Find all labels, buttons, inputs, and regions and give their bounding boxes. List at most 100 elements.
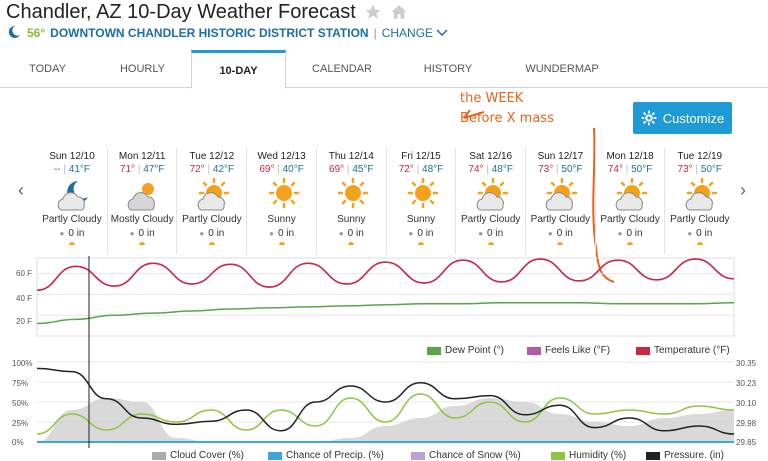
temperature-swatch [636,346,650,355]
legend-pressure-label: Pressure. (in) [664,450,725,461]
sunrise-marker-icon [627,242,634,245]
sunrise-marker-icon [69,242,75,245]
day-name: Sun 12/17 [537,151,584,162]
condition-label: Sunny [337,214,366,225]
condition-label: Partly Cloudy [670,214,730,225]
partly-cloudy-icon [476,177,508,211]
tab-hourly[interactable]: HOURLY [119,63,166,75]
change-station-link[interactable]: CHANGE [382,26,449,40]
tab-history[interactable]: HISTORY [423,63,473,75]
tab-wundermap[interactable]: WUNDERMAP [525,63,599,75]
precip-value: 0 in [626,228,643,239]
prev-days-arrow[interactable]: ‹ [18,180,24,200]
sunrise-marker-icon [696,242,703,245]
low-temp: 50°F [561,164,583,175]
temp-y-axis-label-40: 40 F [16,294,32,303]
tab-today[interactable]: TODAY [29,63,66,75]
precip-amount: ● 0 in [387,228,456,239]
partly-cloudy-night-icon [57,181,88,211]
temp-separator: | [483,164,492,175]
temperature-chart: 60 F 40 F 20 F [16,256,735,368]
precip-amount: ● 0 in [526,228,595,239]
next-days-arrow[interactable]: › [740,180,746,200]
tab-calendar[interactable]: CALENDAR [312,63,372,75]
customize-button[interactable]: Customize [633,102,732,134]
legend-precip[interactable]: Chance of Precip. (%) [268,450,384,461]
precip-value: 0 in [696,228,713,239]
station-name[interactable]: DOWNTOWN CHANDLER HISTORIC DISTRICT STAT… [50,26,369,40]
low-temp: 42°F [212,164,235,175]
pressure-line [36,367,735,435]
day-column[interactable]: Sun 12/17 73° | 50°F Partly Cloudy ● 0 in [524,148,595,254]
annotation-line1: the WEEK [460,91,524,106]
raindrop-icon: ● [199,229,205,238]
temp-y-axis-label-20: 20 F [16,317,32,326]
day-column[interactable]: Tue 12/19 73° | 50°F Partly Cloudy ● 0 in [664,148,734,254]
temp-separator: | [344,164,353,175]
svg-text:20 F: 20 F [16,317,32,326]
home-icon[interactable] [390,3,408,21]
precip-value: 0 in [487,228,504,239]
snow-swatch [411,451,425,460]
svg-text:60 F: 60 F [16,269,32,278]
moon-icon [6,25,22,42]
legend-temperature[interactable]: Temperature (°F) [636,345,730,356]
temp-separator: | [413,164,423,175]
sunny-icon [407,177,439,209]
day-name: Sat 12/16 [469,151,513,162]
precip-value: 0 in [68,228,85,239]
partly-cloudy-icon [615,177,648,211]
high-temp: 69° [259,164,275,175]
raindrop-icon: ● [478,229,484,238]
condition-label: Mostly Cloudy [110,214,174,225]
legend-pressure[interactable]: Pressure. (in) [646,450,724,461]
precip-value: 0 in [208,228,225,239]
percent-chart: 100% 75% 50% 25% 0% 30.35 30.23 30.10 29… [12,356,757,448]
precip-amount: ● 0 in [37,228,107,239]
sunny-icon [268,177,299,209]
tab-10-day[interactable]: 10-DAY [191,50,286,89]
raindrop-icon: ● [59,229,65,238]
day-temps: 69° | 40°F [247,164,316,175]
day-column[interactable]: Mon 12/11 71° | 47°F Mostly Cloudy ● 0 in [106,148,177,254]
high-temp: -- [53,164,61,175]
high-temp: 74° [607,164,623,175]
low-temp: 48°F [491,164,513,175]
precip-amount: ● 0 in [108,228,177,239]
precip-amount: ● 0 in [596,228,665,239]
precip-amount: ● 0 in [247,228,316,239]
dew-point-line [36,301,735,325]
pressure-tick-1: 30.35 [736,359,757,368]
day-temps: 69° | 45°F [317,164,386,175]
temp-separator: | [60,164,69,175]
legend-dew-point[interactable]: Dew Point (°) [427,345,504,356]
legend-temperature-label: Temperature (°F) [654,345,730,356]
precip-amount: ● 0 in [177,228,246,239]
favorite-star-icon[interactable] [364,3,382,21]
high-temp: 69° [329,164,345,175]
humidity-swatch [551,451,565,460]
day-column[interactable]: Mon 12/18 74° | 50°F Partly Cloudy ● 0 in [594,148,665,254]
day-name: Thu 12/14 [328,151,374,162]
day-column[interactable]: Sun 12/10 -- | 41°F Partly Cloudy ● 0 in [37,148,107,254]
legend-humidity[interactable]: Humidity (%) [551,450,626,461]
day-column[interactable]: Fri 12/15 72° | 48°F Sunny ● 0 in [385,148,456,254]
day-temps: -- | 41°F [37,164,107,175]
day-name: Wed 12/13 [257,151,306,162]
condition-label: Partly Cloudy [42,214,102,225]
partly-cloudy-icon [546,177,578,211]
legend-feels-like[interactable]: Feels Like (°F) [527,345,610,356]
day-column[interactable]: Wed 12/13 69° | 40°F Sunny ● 0 in [246,148,316,254]
precip-value: 0 in [556,228,573,239]
legend-feels-like-label: Feels Like (°F) [545,345,611,356]
day-column[interactable]: Sat 12/16 74° | 48°F Partly Cloudy ● 0 in [455,148,525,254]
precip-value: 0 in [347,228,364,239]
temp-separator: | [692,164,701,175]
sunrise-marker-icon [278,242,285,245]
legend-snow[interactable]: Chance of Snow (%) [411,450,521,461]
day-column[interactable]: Thu 12/14 69° | 45°F Sunny ● 0 in [315,148,386,254]
legend-humidity-label: Humidity (%) [569,450,627,461]
legend-cloud-cover[interactable]: Cloud Cover (%) [152,450,244,461]
day-column[interactable]: Tue 12/12 72° | 42°F Partly Cloudy ● 0 in [176,148,246,254]
high-temp: 71° [119,164,136,175]
